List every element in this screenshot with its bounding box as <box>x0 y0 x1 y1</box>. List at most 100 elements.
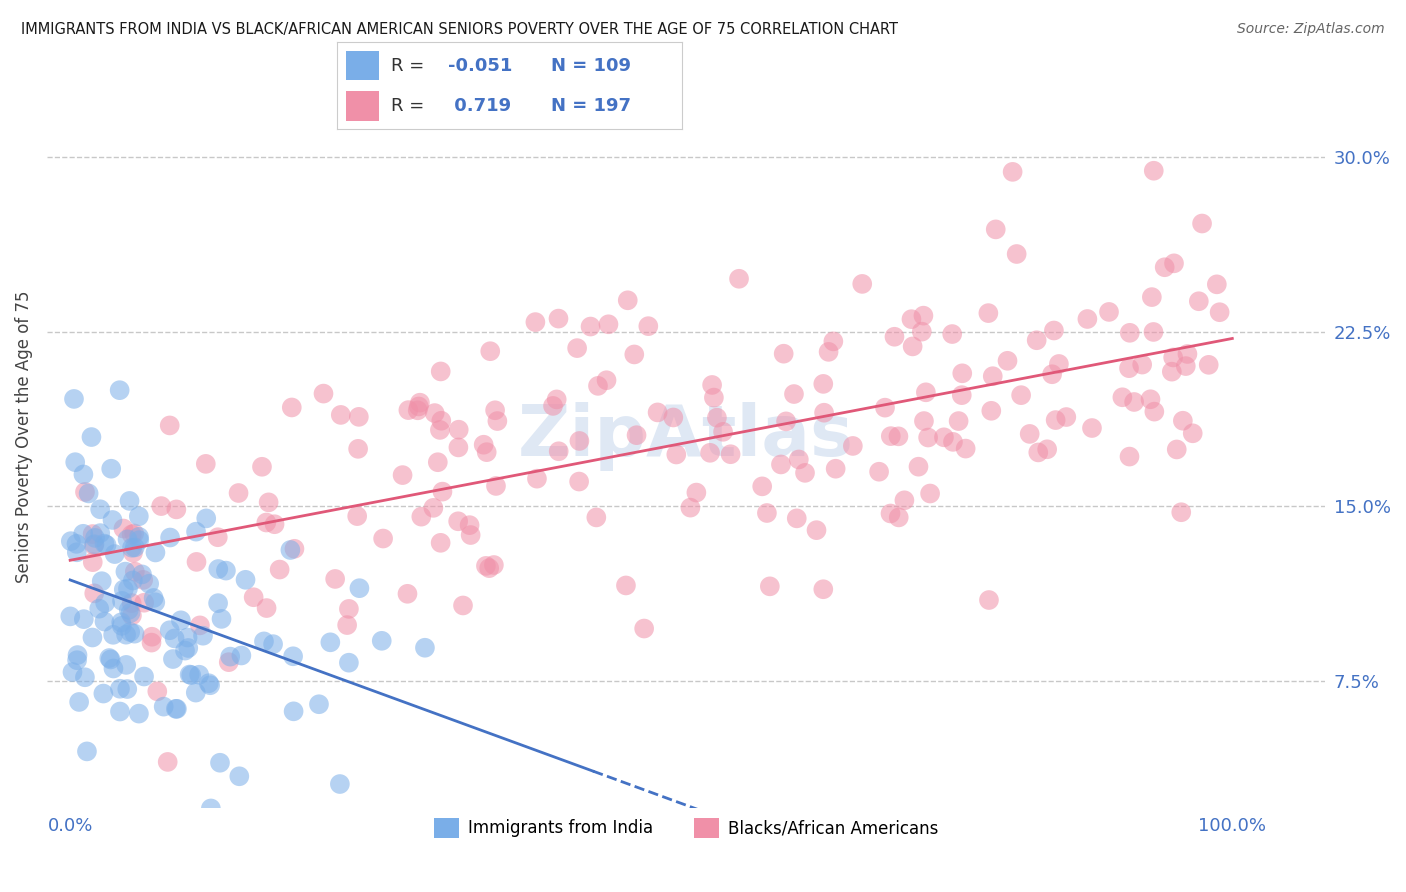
Point <box>775 414 797 428</box>
Point <box>257 495 280 509</box>
Point <box>114 565 136 579</box>
Point <box>981 369 1004 384</box>
Point <box>312 386 335 401</box>
Point <box>1047 357 1070 371</box>
Point <box>253 634 276 648</box>
Point <box>124 626 146 640</box>
Point <box>281 401 304 415</box>
Point <box>458 518 481 533</box>
Point <box>647 405 669 419</box>
Point <box>197 676 219 690</box>
Point <box>122 526 145 541</box>
Point <box>1142 325 1164 339</box>
Point <box>235 573 257 587</box>
Point <box>118 603 141 617</box>
Point <box>269 563 291 577</box>
Point <box>1153 260 1175 275</box>
Point <box>280 543 302 558</box>
Point <box>482 558 505 572</box>
Point <box>1118 450 1140 464</box>
Point <box>912 309 935 323</box>
Point <box>59 534 82 549</box>
Point <box>76 744 98 758</box>
Point <box>89 526 111 541</box>
Point <box>195 511 218 525</box>
Point <box>526 472 548 486</box>
Point <box>879 507 901 521</box>
Point <box>150 499 173 513</box>
Point <box>115 628 138 642</box>
Point <box>1143 163 1166 178</box>
Point <box>772 347 794 361</box>
Point <box>72 526 94 541</box>
Point <box>63 392 86 406</box>
Point <box>110 615 132 630</box>
Point <box>813 406 835 420</box>
Point <box>1119 326 1142 340</box>
Point <box>198 678 221 692</box>
Point <box>429 364 451 378</box>
Point <box>873 401 896 415</box>
Text: N = 197: N = 197 <box>551 96 631 115</box>
Point <box>977 593 1000 607</box>
Point <box>124 541 146 555</box>
Point <box>1026 445 1049 459</box>
Text: R =: R = <box>391 56 430 75</box>
Point <box>980 404 1002 418</box>
Point <box>118 494 141 508</box>
Point <box>679 500 702 515</box>
Point <box>218 655 240 669</box>
Point <box>128 706 150 721</box>
Point <box>595 373 617 387</box>
Point <box>128 533 150 548</box>
Point <box>703 391 725 405</box>
Point <box>63 455 86 469</box>
Point <box>104 547 127 561</box>
Point <box>82 555 104 569</box>
Text: ZipAtlas: ZipAtlas <box>517 401 853 471</box>
Point <box>1040 368 1063 382</box>
Point <box>108 383 131 397</box>
Point <box>77 486 100 500</box>
Point <box>720 447 742 461</box>
Point <box>138 576 160 591</box>
Point <box>977 306 1000 320</box>
Point <box>82 631 104 645</box>
Point <box>122 574 145 588</box>
Point <box>89 502 111 516</box>
Point <box>932 430 955 444</box>
Point <box>917 430 939 444</box>
Point <box>112 522 135 536</box>
Point <box>191 629 214 643</box>
Point <box>66 648 89 662</box>
Point <box>787 452 810 467</box>
Point <box>1043 324 1066 338</box>
Point <box>66 545 89 559</box>
Point <box>188 667 211 681</box>
Point <box>165 502 187 516</box>
Point <box>472 438 495 452</box>
Point <box>751 479 773 493</box>
Point <box>1140 290 1163 304</box>
Point <box>447 441 470 455</box>
Point <box>228 486 250 500</box>
Point <box>1143 404 1166 418</box>
Point <box>948 414 970 428</box>
Point <box>475 445 498 459</box>
Point <box>911 325 934 339</box>
FancyBboxPatch shape <box>346 91 378 120</box>
Point <box>1139 392 1161 407</box>
Point <box>699 446 721 460</box>
Point <box>1098 305 1121 319</box>
Point <box>111 594 134 608</box>
Point <box>1181 426 1204 441</box>
Point <box>813 582 835 597</box>
Point <box>484 403 506 417</box>
Point <box>1025 333 1047 347</box>
Point <box>447 423 470 437</box>
Point <box>950 367 973 381</box>
Point <box>1054 410 1077 425</box>
Point <box>887 510 910 524</box>
Point <box>486 414 509 428</box>
Point <box>813 376 835 391</box>
